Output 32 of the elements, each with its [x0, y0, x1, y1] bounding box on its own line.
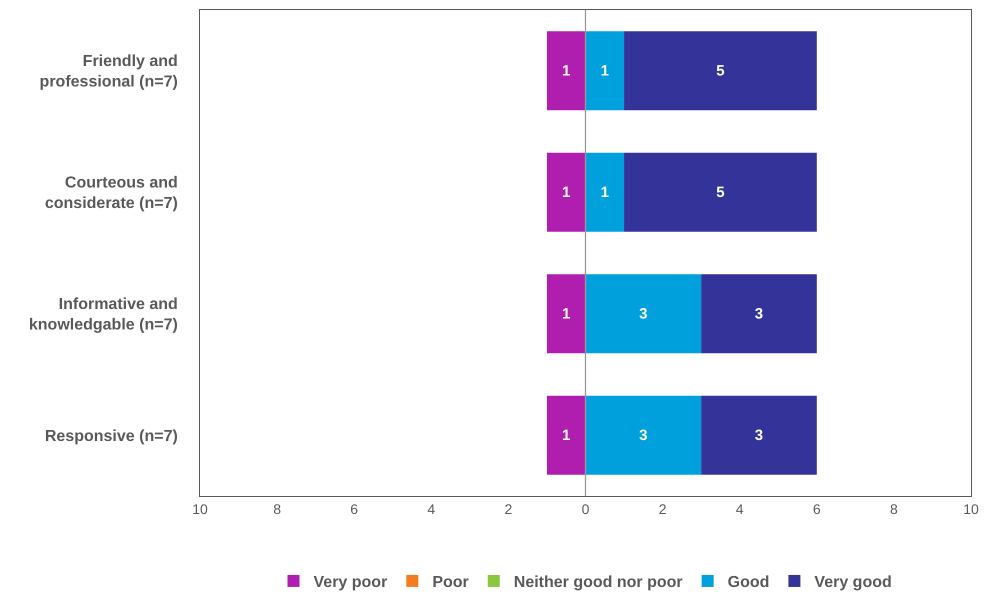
data-label: 1 [562, 62, 570, 80]
legend-label: Very poor [314, 574, 388, 592]
y-tick-label: Responsive (n=7) [44, 428, 178, 445]
y-tick-label: Informative and knowledgable (n=7) [28, 296, 178, 334]
legend-label: Very good [814, 574, 892, 592]
x-tick-label: 10 [192, 500, 208, 517]
legend-label: Poor [432, 574, 469, 592]
data-label: 1 [562, 426, 570, 444]
data-label: 3 [639, 305, 648, 322]
x-tick-label: 0 [582, 500, 590, 517]
x-tick-label: 4 [427, 500, 436, 517]
legend-label: Good [728, 574, 770, 592]
y-tick-label: Courteous and considerate (n=7) [44, 174, 178, 212]
x-tick-label: 6 [350, 500, 358, 517]
data-label: 1 [562, 184, 570, 201]
x-tick-label: 2 [504, 500, 512, 517]
y-tick-label: Friendly and professional (n=7) [40, 52, 178, 91]
data-label: 3 [754, 426, 764, 444]
data-label: 1 [562, 305, 570, 322]
x-tick-label: 4 [736, 500, 744, 517]
data-label: 3 [639, 426, 648, 444]
x-tick-label: 6 [812, 500, 821, 517]
data-label: 3 [754, 305, 764, 322]
x-tick-label: 8 [273, 500, 282, 517]
data-label: 1 [600, 184, 609, 201]
data-label: 5 [716, 184, 725, 201]
data-label: 1 [600, 62, 609, 80]
x-tick-label: 8 [890, 500, 898, 517]
data-label: 5 [716, 62, 725, 80]
legend-label: Neither good nor poor [514, 574, 683, 592]
x-tick-label: 10 [963, 500, 979, 517]
x-tick-label: 2 [658, 500, 667, 517]
